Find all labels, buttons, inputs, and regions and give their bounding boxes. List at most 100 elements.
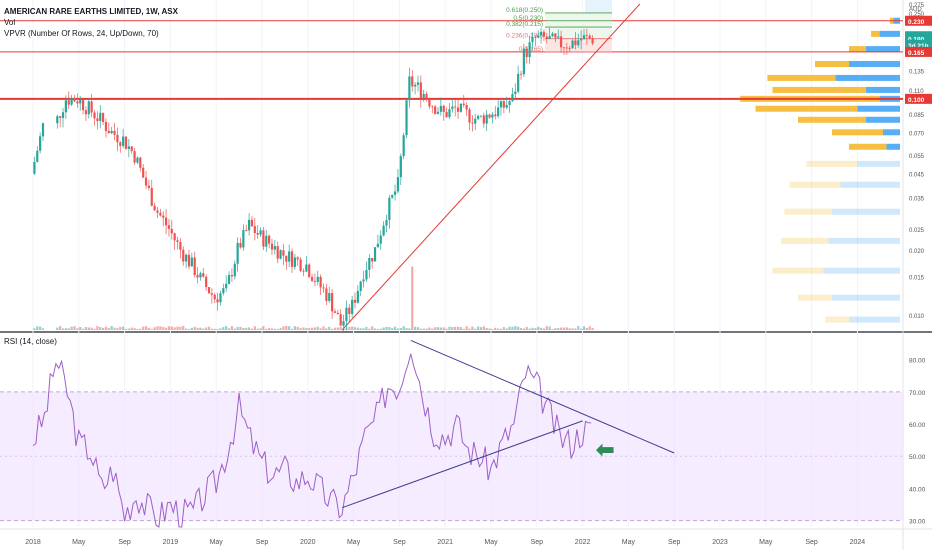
volume-bar xyxy=(167,326,171,330)
x-tick-label: Sep xyxy=(531,539,544,546)
candle-body xyxy=(322,287,325,289)
vp-row-down xyxy=(772,86,866,93)
price-tick-label: 0.020 xyxy=(909,249,925,255)
volume-bar xyxy=(491,328,494,330)
candle-body xyxy=(488,114,491,118)
vp-row-down xyxy=(789,181,841,188)
volume-bar xyxy=(368,328,371,330)
volume-bar xyxy=(494,327,497,330)
price-tick-label: 0.015 xyxy=(909,276,925,282)
vp-row-down xyxy=(849,143,887,150)
candle-body xyxy=(542,31,546,37)
candle-body xyxy=(139,157,142,168)
candle-body xyxy=(253,226,256,233)
candle-body xyxy=(362,279,365,282)
candle-body xyxy=(276,246,279,259)
x-tick-label: May xyxy=(72,539,86,546)
volume-bar xyxy=(147,327,150,330)
candle-body xyxy=(379,235,382,244)
candle-body xyxy=(560,36,563,48)
candle-body xyxy=(64,100,67,113)
volume-bar xyxy=(562,327,566,330)
candle-body xyxy=(265,235,268,247)
volume-bar xyxy=(545,326,548,330)
candle-body xyxy=(382,225,385,236)
candle-body xyxy=(285,255,288,262)
vpvr-label[interactable]: VPVR (Number Of Rows, 24, Up/Down, 70) xyxy=(4,29,159,38)
candle-body xyxy=(522,48,525,75)
volume-bar xyxy=(216,328,219,330)
volume-bar xyxy=(276,328,279,330)
volume-bar xyxy=(505,328,508,330)
candle-body xyxy=(247,219,251,231)
vp-row-up xyxy=(828,237,900,244)
candle-body xyxy=(591,38,594,44)
candle-body xyxy=(156,210,159,213)
volume-bar xyxy=(557,328,560,330)
price-axis-tag xyxy=(905,93,932,104)
volume-bar xyxy=(382,327,385,330)
candle-body xyxy=(262,230,265,247)
volume-bar xyxy=(451,327,454,330)
volume-bar xyxy=(119,326,122,330)
volume-bar xyxy=(290,328,294,330)
candle-body xyxy=(454,106,457,108)
candle-body xyxy=(419,82,422,98)
volume-bar xyxy=(84,327,88,330)
vp-row-down xyxy=(781,237,829,244)
volume-bar xyxy=(139,328,142,330)
candle-body xyxy=(476,115,480,119)
rsi-line xyxy=(32,353,592,528)
candle-body xyxy=(396,177,400,192)
price-tick-label: 0.025 xyxy=(909,228,925,234)
volume-bar xyxy=(474,328,477,330)
vol-label[interactable]: Vol xyxy=(4,18,16,27)
volume-bar xyxy=(233,328,236,330)
candle-body xyxy=(110,130,113,134)
volume-bar xyxy=(336,327,339,330)
candle-body xyxy=(474,118,477,124)
candle-body xyxy=(434,106,437,114)
candle-body xyxy=(491,114,494,118)
volume-bar xyxy=(59,326,62,330)
volume-bar xyxy=(479,327,483,330)
price-tick-label: 0.070 xyxy=(909,131,925,137)
volume-bar xyxy=(193,326,196,330)
vp-row-up xyxy=(832,208,900,215)
candle-body xyxy=(548,36,551,39)
x-tick-label: Sep xyxy=(805,539,818,546)
volume-bar xyxy=(456,326,460,330)
vp-row-down xyxy=(815,61,849,68)
volume-bar xyxy=(580,328,583,330)
x-tick-label: May xyxy=(622,539,636,546)
volume-bar xyxy=(351,326,354,330)
volume-bar xyxy=(87,327,90,330)
volume-bar xyxy=(316,326,319,330)
candle-body xyxy=(187,254,191,267)
volume-bar xyxy=(365,326,368,330)
volume-bar xyxy=(250,328,254,330)
volume-bar xyxy=(136,328,139,330)
candle-body xyxy=(296,257,299,260)
symbol-title: AMERICAN RARE EARTHS LIMITED, 1W, ASX xyxy=(4,7,178,16)
volume-bar xyxy=(402,326,405,330)
volume-bar xyxy=(56,327,59,330)
volume-bar xyxy=(405,328,408,330)
candle-body xyxy=(153,205,156,211)
volume-bar xyxy=(73,326,76,330)
candle-body xyxy=(207,287,211,294)
fib-level-label: 0.5(0.230) xyxy=(513,15,543,22)
vp-row-up xyxy=(886,143,900,150)
candle-body xyxy=(242,229,245,248)
volume-bar xyxy=(176,326,179,330)
volume-bar xyxy=(219,328,222,330)
candle-body xyxy=(577,40,580,46)
vp-row-up xyxy=(857,160,900,167)
volume-bar xyxy=(310,327,314,330)
volume-bar xyxy=(210,328,213,330)
volume-bar xyxy=(33,328,36,330)
vp-row-down xyxy=(825,316,849,323)
rsi-legend[interactable]: RSI (14, close) xyxy=(4,337,57,346)
candle-body xyxy=(225,283,228,289)
